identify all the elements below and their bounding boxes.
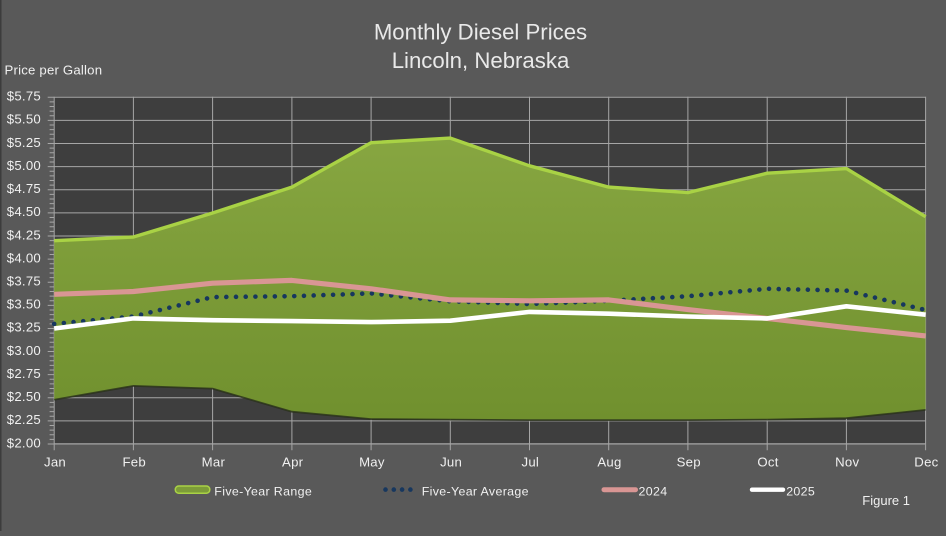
svg-text:$4.00: $4.00 xyxy=(7,250,41,265)
svg-text:Oct: Oct xyxy=(757,455,778,470)
svg-text:Figure 1: Figure 1 xyxy=(862,493,910,508)
svg-text:Aug: Aug xyxy=(597,455,621,470)
svg-text:$4.50: $4.50 xyxy=(7,204,41,219)
svg-text:Five-Year Range: Five-Year Range xyxy=(214,484,312,498)
svg-text:$5.50: $5.50 xyxy=(7,112,41,127)
svg-text:Monthly Diesel Prices: Monthly Diesel Prices xyxy=(374,19,587,44)
svg-text:2025: 2025 xyxy=(786,484,815,498)
svg-text:$5.75: $5.75 xyxy=(7,89,41,104)
svg-text:$5.25: $5.25 xyxy=(7,135,41,150)
svg-text:$3.50: $3.50 xyxy=(7,297,41,312)
svg-text:$2.75: $2.75 xyxy=(7,366,41,381)
svg-text:$3.00: $3.00 xyxy=(7,343,41,358)
svg-text:Nov: Nov xyxy=(835,455,859,470)
svg-text:Apr: Apr xyxy=(282,455,304,470)
svg-text:$2.50: $2.50 xyxy=(7,389,41,404)
svg-text:$2.00: $2.00 xyxy=(7,435,41,450)
svg-text:$3.75: $3.75 xyxy=(7,274,41,289)
svg-text:Jan: Jan xyxy=(44,455,66,470)
svg-text:Sep: Sep xyxy=(677,455,701,470)
svg-text:May: May xyxy=(359,455,385,470)
svg-text:Price per Gallon: Price per Gallon xyxy=(5,63,103,78)
svg-text:Five-Year Average: Five-Year Average xyxy=(422,484,529,498)
svg-text:$2.25: $2.25 xyxy=(7,412,41,427)
svg-text:$5.00: $5.00 xyxy=(7,158,41,173)
svg-text:$3.25: $3.25 xyxy=(7,320,41,335)
svg-text:Dec: Dec xyxy=(914,455,938,470)
svg-text:Jul: Jul xyxy=(521,455,539,470)
svg-text:Lincoln, Nebraska: Lincoln, Nebraska xyxy=(392,48,570,73)
svg-text:Feb: Feb xyxy=(122,455,145,470)
svg-text:Mar: Mar xyxy=(202,455,226,470)
svg-text:2024: 2024 xyxy=(639,484,668,498)
svg-text:Jun: Jun xyxy=(440,455,462,470)
svg-text:$4.25: $4.25 xyxy=(7,227,41,242)
svg-text:$4.75: $4.75 xyxy=(7,181,41,196)
